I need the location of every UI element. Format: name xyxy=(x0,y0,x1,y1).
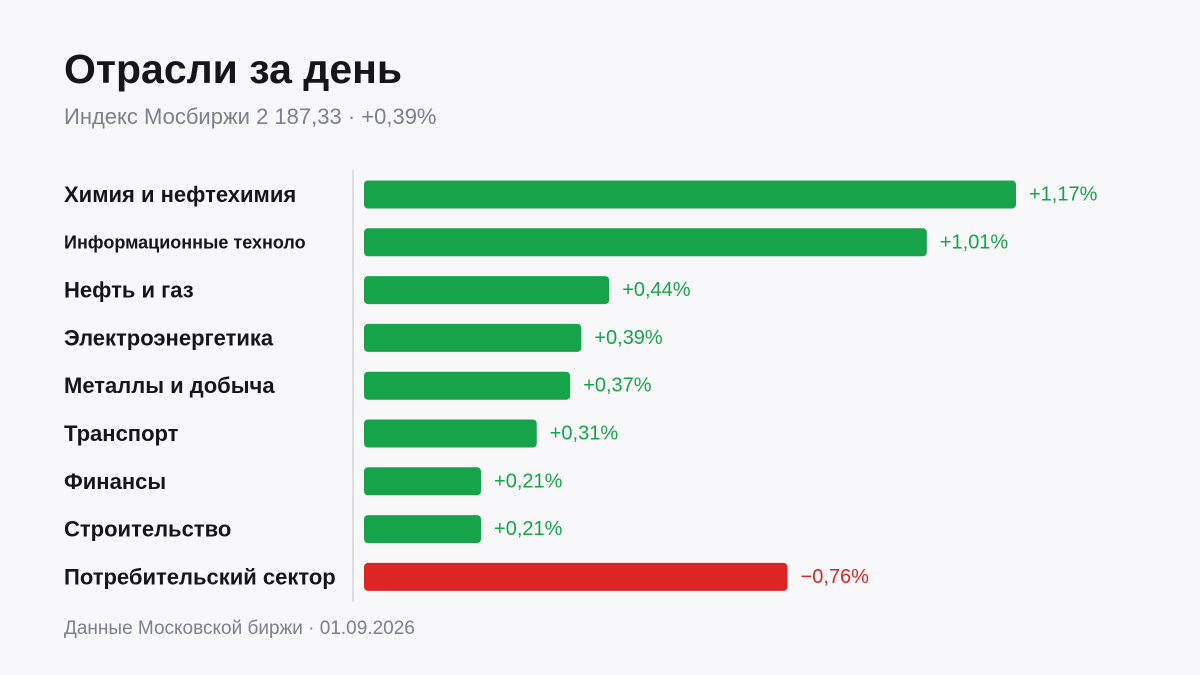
category-label: Транспорт xyxy=(64,421,179,446)
category-label: Информационные техноло xyxy=(64,232,306,252)
bar xyxy=(364,228,927,257)
bar xyxy=(364,515,482,544)
bar xyxy=(364,276,610,305)
category-label: Химия и нефтехимия xyxy=(64,182,296,207)
value-label: +0,37% xyxy=(583,375,652,397)
value-label: +1,01% xyxy=(940,231,1009,253)
bar xyxy=(364,467,482,496)
bar xyxy=(364,562,788,591)
bar xyxy=(364,323,582,352)
bar xyxy=(364,180,1016,209)
value-label: +0,39% xyxy=(594,327,663,349)
category-label: Потребительский сектор xyxy=(64,564,336,589)
value-label: +0,21% xyxy=(494,470,563,492)
bar xyxy=(364,419,537,448)
source-note: Данные Московской биржи · 01.09.2026 xyxy=(64,618,415,639)
value-label: +0,31% xyxy=(550,423,619,445)
chart-title: Отрасли за день xyxy=(64,46,403,92)
category-label: Строительство xyxy=(64,517,231,542)
category-label: Металлы и добыча xyxy=(64,373,275,398)
value-label: −0,76% xyxy=(801,566,870,588)
chart-subtitle: Индекс Мосбиржи 2 187,33 · +0,39% xyxy=(64,104,437,129)
value-label: +0,21% xyxy=(494,518,563,540)
category-label: Финансы xyxy=(64,469,166,494)
category-label: Электроэнергетика xyxy=(64,325,274,350)
value-label: +1,17% xyxy=(1029,184,1098,206)
category-label: Нефть и газ xyxy=(64,278,194,303)
bar xyxy=(364,371,571,400)
value-label: +0,44% xyxy=(622,279,691,301)
